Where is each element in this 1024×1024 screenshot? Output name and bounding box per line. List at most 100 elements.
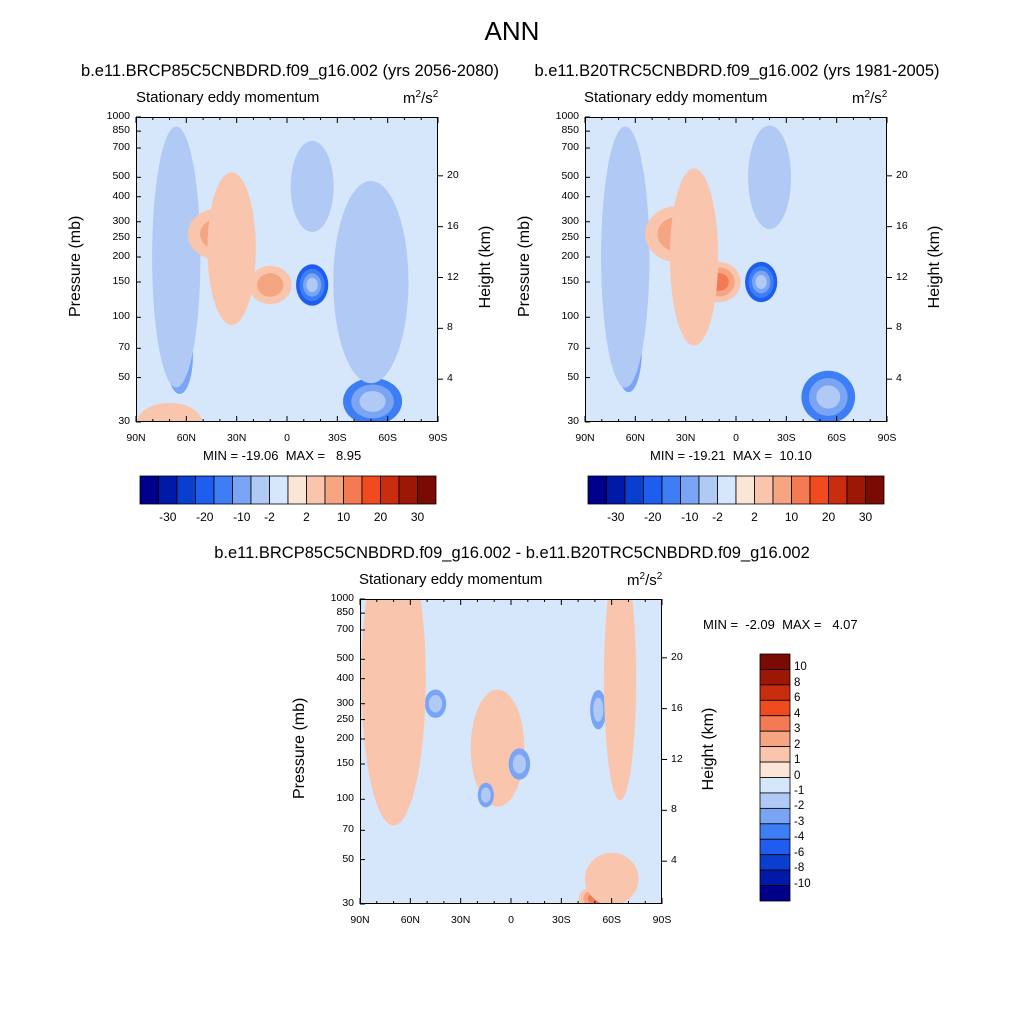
y-tick-label: 250 [112,230,130,243]
y-tick-label: 1000 [106,110,130,122]
panel-1-units: m2/s2 [403,89,439,107]
panel-3-y2label: Height (km) [700,707,717,791]
colorbar-label: 3 [794,723,801,736]
panel-3-min-max: MIN = -2.09 MAX = 4.07 [703,617,858,632]
panel-2-y2label: Height (km) [926,225,943,309]
y-tick-label: 30 [118,415,130,427]
x-tick-label: 90S [877,432,897,444]
colorbar-label: -2 [794,800,805,813]
panel-3-subtitle: Stationary eddy momentum [359,571,543,588]
colorbar-swatch [269,475,289,505]
colorbar-label: -10 [681,510,699,524]
panel-1-contour-plot [135,116,443,423]
colorbar-label: 1 [794,754,801,767]
contour-feature-4-level-3 [755,275,767,290]
panel-3-ylabel: Pressure (mb) [291,697,308,799]
panel-3-experiment-title: b.e11.BRCP85C5CNBDRD.f09_g16.002 - b.e11… [214,544,810,562]
colorbar-label: 6 [794,692,801,705]
contour-feature-1-level-0 [470,689,525,807]
contour-feature-8-level-0 [207,172,256,326]
colorbar-swatch [828,475,848,505]
contour-feature-8-level-0 [669,168,719,346]
colorbar-swatch [772,475,792,505]
contour-feature-3-level-0 [333,180,409,384]
y-tick-label: 700 [336,623,354,636]
x-tick-label: 60N [176,432,196,444]
colorbar-label: 30 [410,510,425,524]
colorbar-swatch [759,838,791,856]
colorbar-swatch [759,653,791,670]
colorbar-swatch [361,475,381,505]
y-tick-label: 1000 [330,592,354,604]
colorbar-swatch [213,475,233,505]
y2-tick-label: 8 [671,803,677,816]
y-tick-label: 30 [342,897,354,909]
colorbar-swatch [759,669,791,686]
x-tick-label: 90S [652,914,672,926]
contour-feature-6-level-1 [428,694,443,713]
colorbar-swatch [791,475,811,505]
panel-2-min-max: MIN = -19.21 MAX = 10.10 [650,448,812,463]
colorbar-label: 0 [794,769,801,782]
colorbar-label: -6 [794,846,805,859]
x-tick-label: 0 [733,432,739,444]
panel-2-subtitle: Stationary eddy momentum [584,89,768,106]
colorbar-swatch [158,475,178,505]
x-tick-label: 60S [378,432,397,444]
y2-tick-label: 8 [896,321,902,334]
colorbar-label: -1 [794,784,805,797]
colorbar-label: -8 [794,862,805,875]
x-tick-label: 30S [551,914,571,926]
colorbar-swatch [759,869,791,886]
contour-feature-3-level-1 [480,787,491,803]
colorbar-label: 20 [821,510,836,524]
y2-tick-label: 16 [671,701,683,714]
figure-title: ANN [484,16,540,46]
y-tick-label: 70 [342,823,354,836]
y-tick-label: 300 [112,214,130,227]
colorbar-swatch [661,475,681,505]
y2-tick-label: 4 [447,372,453,385]
y-tick-label: 70 [567,341,579,354]
y-tick-label: 200 [112,249,130,262]
y-tick-label: 850 [561,124,579,137]
y-tick-label: 300 [336,696,354,709]
colorbar-swatch [759,761,791,778]
y-tick-label: 150 [336,757,354,769]
panel-1-experiment-title: b.e11.BRCP85C5CNBDRD.f09_g16.002 (yrs 20… [81,62,499,80]
contour-feature-4-level-3 [306,277,318,293]
x-tick-label: 90N [575,432,595,444]
colorbar-swatch [759,823,791,840]
x-tick-label: 0 [284,432,290,444]
contour-feature-3-level-2 [816,385,841,409]
y-tick-label: 200 [336,731,354,744]
panel-1-y2label: Height (km) [477,225,494,309]
y2-tick-label: 16 [896,219,908,232]
colorbar-swatch [759,777,791,794]
colorbar-label: 2 [303,510,310,524]
contour-feature-5-level-0 [748,125,792,230]
colorbar-swatch [759,684,791,701]
x-tick-label: 30S [776,432,796,444]
colorbar-label: -20 [644,510,662,524]
y2-tick-label: 4 [896,372,902,385]
y-tick-label: 70 [118,341,130,354]
y2-tick-label: 12 [671,752,683,765]
colorbar-swatch [343,475,363,505]
y-tick-label: 250 [336,712,354,725]
contour-feature-9-level-0 [603,599,637,801]
colorbar-swatch [624,475,644,505]
contour-feature-2-level-0 [601,126,650,388]
y-tick-label: 100 [561,310,579,323]
colorbar-label: 2 [794,738,801,751]
colorbar-swatch [759,792,791,809]
colorbar-swatch [759,715,791,732]
x-tick-label: 60S [602,914,621,926]
panel-1-ylabel: Pressure (mb) [67,215,84,317]
colorbar-label: 8 [794,676,801,689]
colorbar-swatch [759,854,791,871]
x-tick-label: 30N [451,914,471,926]
colorbar-swatch [398,475,418,505]
colorbar-swatch [846,475,866,505]
panel-1-min-max: MIN = -19.06 MAX = 8.95 [203,448,362,463]
